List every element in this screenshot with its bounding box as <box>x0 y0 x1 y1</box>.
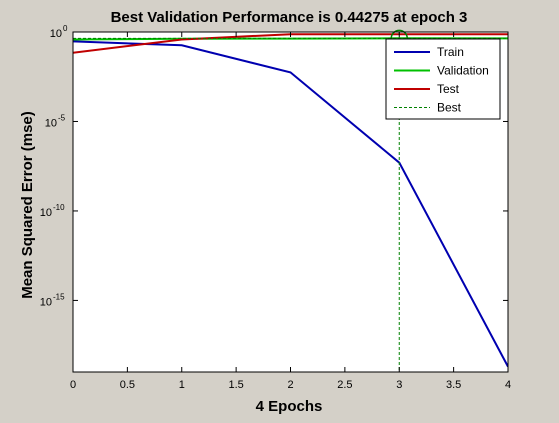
x-tick-label: 4 <box>505 379 511 391</box>
x-tick-labels: 0 0.5 1 1.5 2 2.5 3 3.5 4 <box>70 379 511 391</box>
y-tick-label: 10 -15 <box>40 292 65 308</box>
y-tick-exponent: -15 <box>53 292 65 301</box>
y-tick-label: 10 -5 <box>45 113 66 129</box>
y-tick-exponent: -5 <box>58 113 66 122</box>
y-axis-label: Mean Squared Error (mse) <box>19 111 36 299</box>
legend-label-best: Best <box>437 101 462 115</box>
y-tick-exponent: -10 <box>53 203 65 212</box>
axes-layer <box>72 29 509 373</box>
legend-label-test: Test <box>437 82 460 96</box>
y-tick-exponent: 0 <box>63 24 68 33</box>
legend-label-validation: Validation <box>437 64 489 78</box>
legend-label-train: Train <box>437 45 464 59</box>
chart-title: Best Validation Performance is 0.44275 a… <box>111 9 468 26</box>
x-tick-label: 2 <box>287 379 293 391</box>
x-tick-label: 3.5 <box>446 379 461 391</box>
y-tick-label: 10 -10 <box>40 203 65 219</box>
x-tick-label: 0 <box>70 379 76 391</box>
x-tick-label: 1.5 <box>228 379 243 391</box>
y-tick-base: 10 <box>50 28 62 40</box>
x-tick-label: 0.5 <box>120 379 135 391</box>
x-axis-label: 4 Epochs <box>256 398 323 415</box>
y-tick-base: 10 <box>45 117 57 129</box>
y-tick-base: 10 <box>40 296 52 308</box>
legend: Train Validation Test Best <box>385 38 501 120</box>
x-tick-label: 2.5 <box>337 379 352 391</box>
y-tick-base: 10 <box>40 207 52 219</box>
x-tick-label: 3 <box>396 379 402 391</box>
x-tick-label: 1 <box>179 379 185 391</box>
y-tick-label: 10 0 <box>50 24 68 40</box>
